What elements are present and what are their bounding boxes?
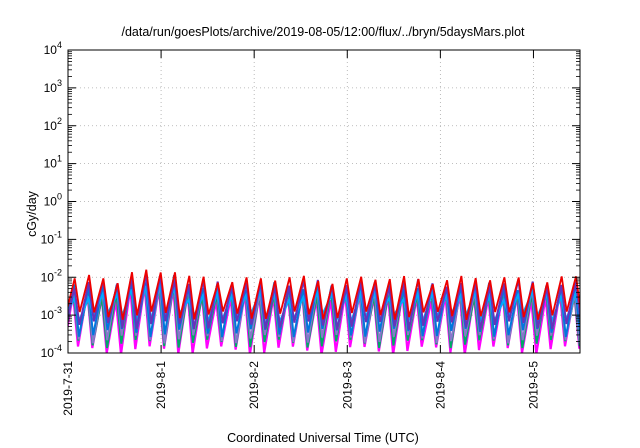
y-tick-labels: 10-4 10-3 10-2 10-1 100 101 102 103 104 [41, 40, 62, 360]
y-tick-label: 10-3 [41, 305, 62, 322]
tick-marks [67, 49, 580, 354]
series-line [68, 269, 580, 321]
x-tick-label: 2019-8-1 [154, 361, 168, 409]
series-group [68, 269, 580, 353]
y-axis-label: cGy/day [25, 190, 39, 237]
y-tick-label: 10-4 [41, 343, 62, 360]
y-tick-label: 103 [44, 78, 62, 95]
x-tick-label: 2019-8-3 [340, 361, 354, 409]
y-tick-label: 10-1 [41, 229, 62, 246]
y-tick-label: 104 [44, 40, 62, 57]
y-tick-label: 101 [44, 154, 62, 171]
y-tick-label: 100 [44, 192, 62, 209]
chart-title: /data/run/goesPlots/archive/2019-08-05/1… [121, 25, 525, 39]
x-tick-label: 2019-8-2 [247, 361, 261, 409]
x-axis-label: Coordinated Universal Time (UTC) [227, 431, 419, 445]
x-tick-label: 2019-7-31 [61, 361, 75, 416]
y-tick-label: 10-2 [41, 267, 62, 284]
x-tick-labels: 2019-7-31 2019-8-1 2019-8-2 2019-8-3 2019-8-… [61, 361, 540, 416]
y-tick-label: 102 [44, 116, 62, 133]
x-tick-label: 2019-8-5 [526, 361, 540, 409]
x-tick-label: 2019-8-4 [433, 361, 447, 409]
